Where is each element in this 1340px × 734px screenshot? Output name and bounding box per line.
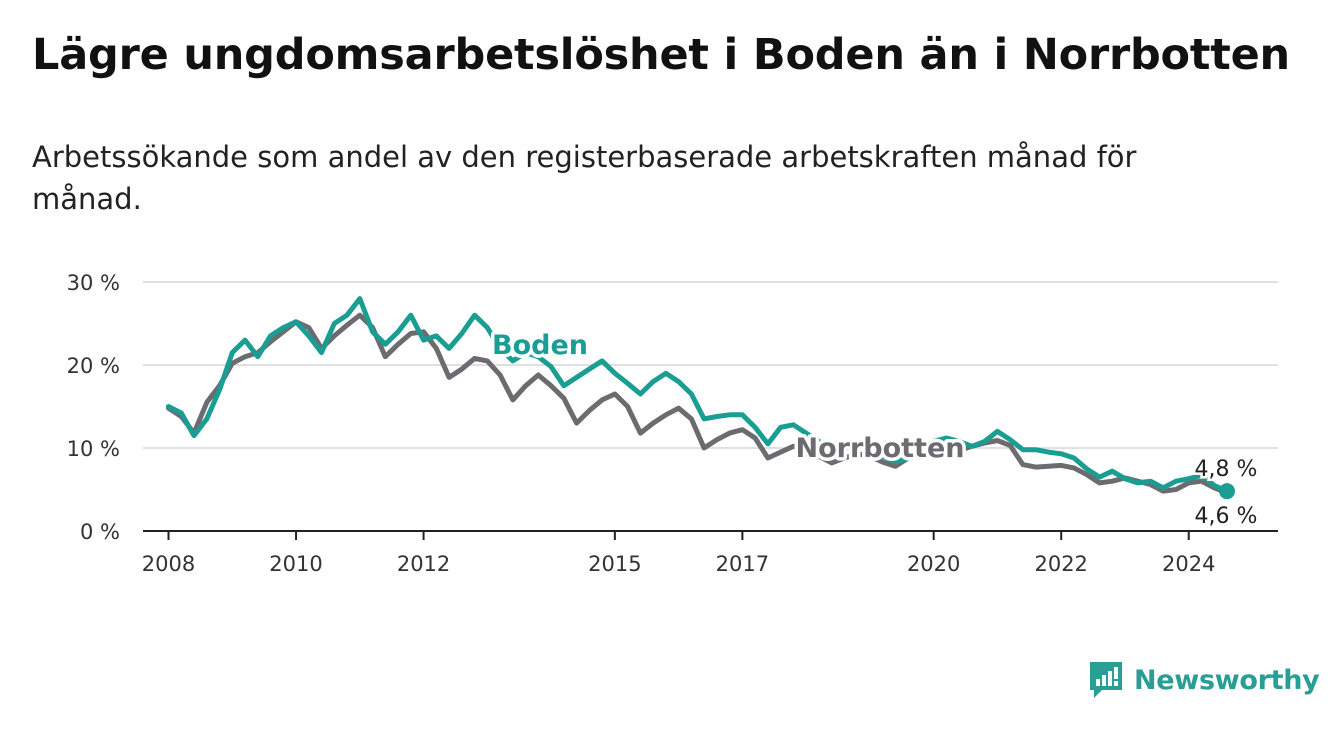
series-labels: Boden Norrbotten 4,8 % 4,6 % [489,327,1260,532]
chart-title: Lägre ungdomsarbetslöshet i Boden än i N… [32,30,1290,80]
y-tick-label: 30 % [67,271,120,295]
grid-lines [143,281,1278,449]
series-label-norrbotten: Norrbotten [795,433,964,464]
series-lines [166,296,1230,496]
y-tick-label: 20 % [67,354,120,378]
brand-logo: Newsworthy [1088,660,1320,700]
x-tick-label: 2020 [907,552,960,576]
x-tick-label: 2015 [588,552,641,576]
series-label-boden: Boden [492,330,588,361]
chart-subtitle: Arbetssökande som andel av den registerb… [32,140,1137,216]
x-tick-label: 2010 [269,552,322,576]
end-value-label-norrbotten: 4,6 % [1195,504,1258,529]
x-tick-label: 2024 [1162,552,1215,576]
end-value-label-boden: 4,8 % [1195,457,1258,482]
y-tick-label: 10 % [67,437,120,461]
series-line-norrbotten [166,312,1230,496]
x-tick-label: 2022 [1034,552,1087,576]
axes: 0 % 10 % 20 % 30 % 2008 2010 2012 2015 2017 2020 2… [67,271,1278,576]
newsworthy-logo-icon [1090,662,1122,698]
end-point-marker [1218,483,1235,500]
x-tick-label: 2008 [142,552,195,576]
x-tick-label: 2012 [397,552,450,576]
brand-name: Newsworthy [1134,664,1320,696]
x-tick-label: 2017 [716,552,769,576]
y-tick-label: 0 % [80,520,120,544]
series-line-boden [166,296,1230,494]
